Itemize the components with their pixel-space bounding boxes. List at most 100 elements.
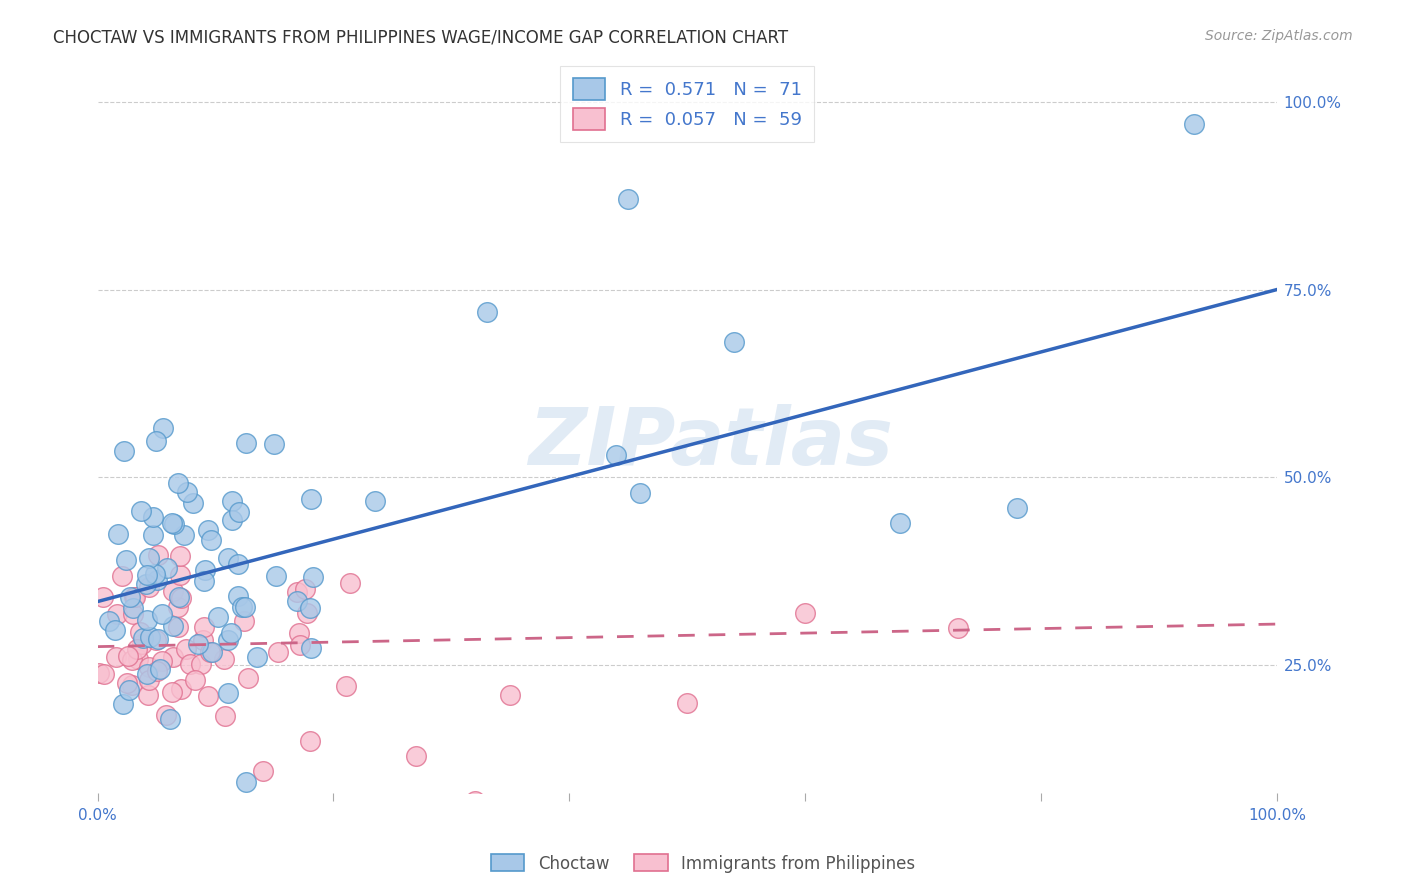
Point xyxy=(193,620,215,634)
Point xyxy=(132,631,155,645)
Point xyxy=(114,443,136,458)
Point xyxy=(335,679,357,693)
Point xyxy=(152,421,174,435)
Point xyxy=(111,569,134,583)
Point xyxy=(127,652,149,666)
Point xyxy=(162,619,184,633)
Point xyxy=(160,685,183,699)
Point xyxy=(179,657,201,672)
Point xyxy=(264,568,287,582)
Point xyxy=(138,688,160,702)
Point xyxy=(149,662,172,676)
Point xyxy=(288,626,311,640)
Point xyxy=(131,637,153,651)
Point xyxy=(143,566,166,581)
Point xyxy=(297,606,319,620)
Point xyxy=(226,557,249,571)
Point xyxy=(267,644,290,658)
Point xyxy=(217,686,239,700)
Point xyxy=(676,696,699,710)
Point xyxy=(207,610,229,624)
Point xyxy=(118,682,141,697)
Point xyxy=(173,527,195,541)
Point xyxy=(948,621,970,635)
Point xyxy=(298,733,321,747)
Point xyxy=(285,585,308,599)
Point xyxy=(145,664,167,678)
Point xyxy=(160,516,183,531)
Point xyxy=(235,774,257,789)
Point xyxy=(155,708,177,723)
Point xyxy=(122,607,145,622)
Point xyxy=(170,591,193,605)
Point xyxy=(124,590,146,604)
Point xyxy=(156,561,179,575)
Point xyxy=(197,523,219,537)
Point xyxy=(135,577,157,591)
Point xyxy=(129,504,152,518)
Point xyxy=(233,600,256,615)
Point xyxy=(228,589,250,603)
Point xyxy=(405,748,427,763)
Point xyxy=(1007,500,1029,515)
Point xyxy=(145,434,167,448)
Point xyxy=(138,580,160,594)
Point xyxy=(91,590,114,604)
Point xyxy=(122,591,145,605)
Point xyxy=(122,601,145,615)
Point xyxy=(170,681,193,696)
Point xyxy=(162,583,184,598)
Point xyxy=(187,637,209,651)
Point xyxy=(167,620,190,634)
Point xyxy=(301,570,323,584)
Point xyxy=(107,527,129,541)
Point xyxy=(200,533,222,548)
Point xyxy=(246,649,269,664)
Point xyxy=(285,594,308,608)
Point xyxy=(169,549,191,564)
Point xyxy=(127,642,149,657)
Point xyxy=(628,485,651,500)
Point xyxy=(135,666,157,681)
Point xyxy=(228,505,250,519)
Point xyxy=(214,708,236,723)
Point xyxy=(299,491,322,506)
Point xyxy=(146,548,169,562)
Point xyxy=(499,689,522,703)
Point xyxy=(115,676,138,690)
Text: Source: ZipAtlas.com: Source: ZipAtlas.com xyxy=(1205,29,1353,43)
Point xyxy=(167,599,190,614)
Point xyxy=(201,645,224,659)
Point xyxy=(605,448,627,462)
Point xyxy=(117,648,139,663)
Point xyxy=(121,678,143,692)
Point xyxy=(135,568,157,582)
Point xyxy=(236,671,259,685)
Point xyxy=(146,573,169,587)
Point xyxy=(723,335,745,350)
Point xyxy=(197,690,219,704)
Point xyxy=(194,563,217,577)
Point xyxy=(139,630,162,644)
Point xyxy=(105,607,128,621)
Point xyxy=(152,607,174,622)
Point xyxy=(217,551,239,566)
Point xyxy=(145,633,167,648)
Point xyxy=(159,712,181,726)
Point xyxy=(298,601,321,615)
Legend: Choctaw, Immigrants from Philippines: Choctaw, Immigrants from Philippines xyxy=(484,847,922,880)
Point xyxy=(138,551,160,566)
Point xyxy=(299,640,322,655)
Point xyxy=(142,528,165,542)
Point xyxy=(121,653,143,667)
Point xyxy=(288,638,311,652)
Point xyxy=(1182,117,1205,131)
Point xyxy=(263,437,285,451)
Point xyxy=(89,666,111,681)
Point xyxy=(221,494,243,508)
Point xyxy=(150,654,173,668)
Point xyxy=(364,493,387,508)
Point xyxy=(174,642,197,657)
Point xyxy=(475,305,498,319)
Point xyxy=(167,591,190,605)
